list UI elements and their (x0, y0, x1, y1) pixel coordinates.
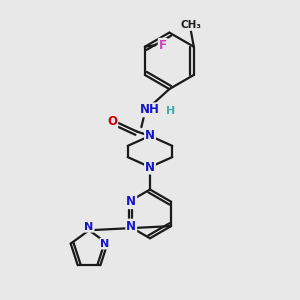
Text: F: F (159, 39, 167, 52)
Text: N: N (145, 129, 155, 142)
Text: H: H (166, 106, 176, 116)
Text: N: N (145, 160, 155, 174)
Text: N: N (84, 222, 94, 232)
Text: N: N (126, 195, 136, 208)
Text: N: N (126, 220, 136, 232)
Text: CH₃: CH₃ (180, 20, 201, 30)
Text: N: N (100, 238, 110, 249)
Text: O: O (107, 115, 117, 128)
Text: NH: NH (140, 103, 160, 116)
